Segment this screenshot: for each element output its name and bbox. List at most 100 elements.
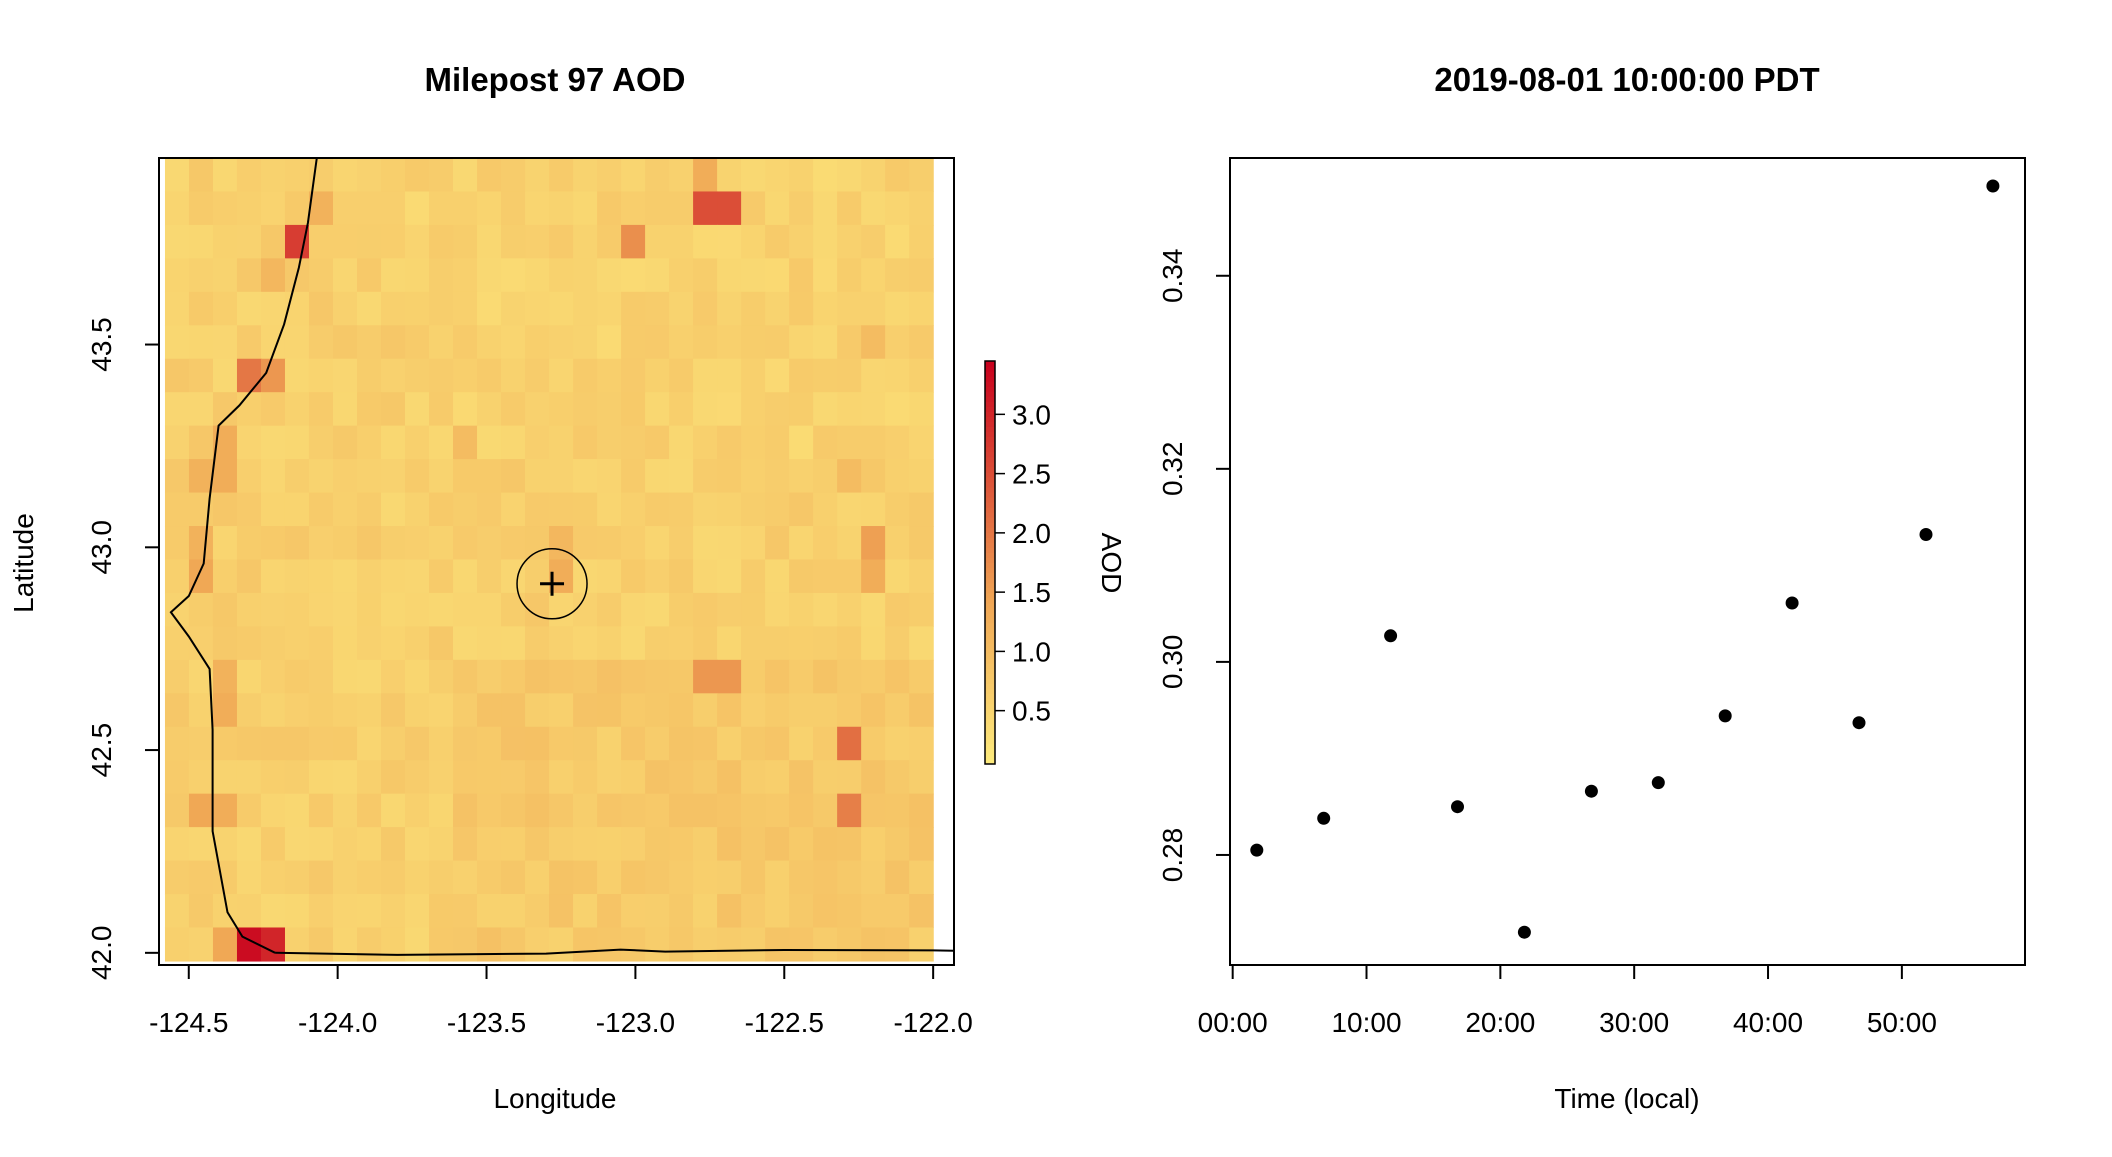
aod-cell	[284, 793, 310, 828]
aod-cell	[813, 492, 838, 527]
aod-cell	[429, 793, 454, 828]
colorbar-swatch	[985, 748, 995, 755]
aod-cell	[381, 492, 406, 527]
aod-cell	[645, 559, 670, 594]
aod-cell	[669, 592, 694, 627]
aod-cell	[549, 191, 574, 226]
aod-cell	[885, 492, 910, 527]
aod-cell	[429, 325, 454, 360]
aod-cell	[813, 726, 838, 761]
aod-cell	[357, 459, 382, 494]
aod-cell	[837, 827, 862, 862]
aod-cell	[501, 760, 526, 795]
aod-cell	[717, 224, 742, 259]
aod-cell	[212, 626, 238, 661]
aod-cell	[573, 325, 598, 360]
aod-cell	[501, 425, 526, 460]
timeseries-x-tick-label: 50:00	[1867, 1007, 1937, 1038]
aod-cell	[188, 693, 214, 728]
aod-cell	[308, 258, 334, 293]
aod-cell	[765, 392, 790, 427]
aod-cell	[885, 927, 910, 962]
aod-cell	[357, 793, 382, 828]
aod-cell	[453, 726, 478, 761]
aod-cell	[188, 860, 214, 895]
aod-cell	[741, 927, 766, 962]
colorbar-swatch	[985, 466, 995, 473]
aod-cell	[621, 425, 646, 460]
aod-cell	[501, 492, 526, 527]
aod-cell	[236, 793, 262, 828]
aod-cell	[741, 894, 766, 929]
aod-cell	[837, 425, 862, 460]
aod-cell	[669, 358, 694, 393]
aod-cell	[188, 358, 214, 393]
aod-cell	[693, 526, 718, 561]
aod-cell	[477, 526, 502, 561]
aod-cell	[236, 459, 262, 494]
aod-cell	[621, 392, 646, 427]
aod-cell	[549, 626, 574, 661]
aod-cell	[164, 793, 190, 828]
aod-cell	[501, 827, 526, 862]
aod-cell	[357, 224, 382, 259]
aod-cell	[525, 827, 550, 862]
aod-cell	[837, 760, 862, 795]
aod-cell	[188, 894, 214, 929]
aod-cell	[381, 325, 406, 360]
aod-cell	[260, 626, 286, 661]
aod-cell	[164, 158, 190, 193]
aod-cell	[236, 894, 262, 929]
map-y-axis: 42.0 42.5 43.0 43.5	[86, 317, 160, 980]
aod-cell	[717, 592, 742, 627]
aod-cell	[621, 291, 646, 326]
aod-cell	[260, 927, 286, 962]
aod-cell	[573, 358, 598, 393]
aod-cell	[381, 693, 406, 728]
aod-cell	[645, 592, 670, 627]
aod-cell	[453, 827, 478, 862]
aod-cell	[429, 860, 454, 895]
aod-cell	[212, 158, 238, 193]
timeseries-x-tick-label: 30:00	[1599, 1007, 1669, 1038]
aod-cell	[885, 860, 910, 895]
aod-cell	[573, 760, 598, 795]
aod-cell	[573, 258, 598, 293]
aod-cell	[837, 325, 862, 360]
aod-cell	[549, 526, 574, 561]
aod-cell	[645, 392, 670, 427]
aod-cell	[260, 860, 286, 895]
aod-cell	[765, 860, 790, 895]
aod-cell	[236, 626, 262, 661]
aod-cell	[693, 894, 718, 929]
aod-cell	[813, 325, 838, 360]
aod-cell	[549, 894, 574, 929]
aod-cell	[789, 325, 814, 360]
aod-cell	[717, 425, 742, 460]
aod-cell	[284, 592, 310, 627]
aod-cell	[693, 325, 718, 360]
aod-cell	[861, 459, 886, 494]
colorbar-swatch	[985, 658, 995, 664]
aod-cell	[765, 492, 790, 527]
colorbar-swatch	[985, 673, 995, 679]
aod-cell	[284, 526, 310, 561]
aod-cell	[693, 693, 718, 728]
aod-cell	[477, 726, 502, 761]
aod-cell	[765, 559, 790, 594]
colorbar-swatch	[985, 542, 995, 548]
aod-cell	[861, 559, 886, 594]
aod-cell	[861, 158, 886, 193]
aod-cell	[837, 224, 862, 259]
aod-cell	[188, 191, 214, 226]
aod-cell	[164, 860, 190, 895]
aod-cell	[453, 325, 478, 360]
aod-cell	[477, 224, 502, 259]
aod-cell	[477, 894, 502, 929]
aod-cell	[405, 693, 430, 728]
aod-cell	[212, 693, 238, 728]
aod-cell	[501, 860, 526, 895]
aod-cell	[477, 927, 502, 962]
aod-cell	[597, 358, 622, 393]
aod-cell	[813, 793, 838, 828]
